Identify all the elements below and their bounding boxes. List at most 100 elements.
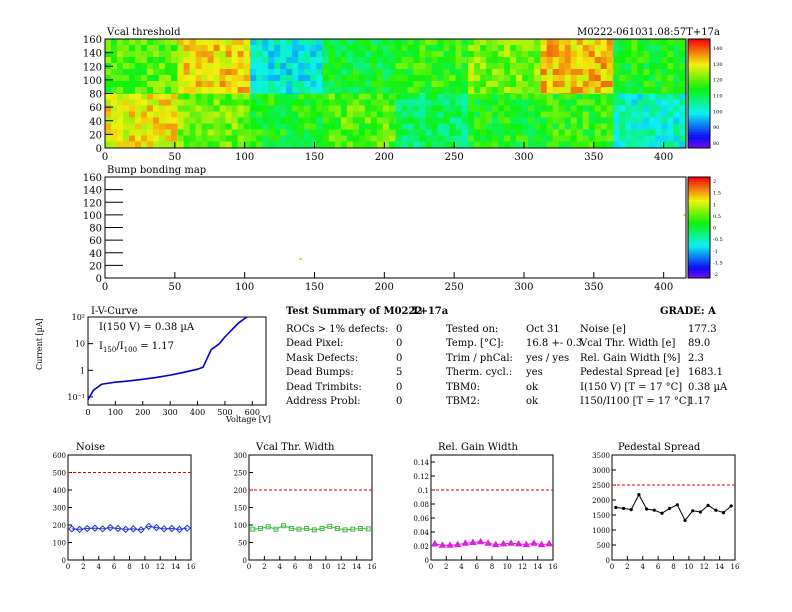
vcal-colorbar-label: 140 xyxy=(713,46,723,52)
grade-label: GRADE: A xyxy=(660,306,716,317)
vcal-colorbar-band xyxy=(688,79,710,83)
small-ytick-label: 200 xyxy=(53,522,66,530)
vcal-ytick-label: 60 xyxy=(89,103,102,114)
bump-colorbar-band xyxy=(688,245,710,249)
series-line xyxy=(252,525,369,531)
small-ytick-label: 0.12 xyxy=(413,473,429,481)
vcal-ytick-label: 120 xyxy=(83,62,102,73)
summary-right-value: 177.3 xyxy=(688,324,717,335)
vcal-ytick-label: 160 xyxy=(83,35,102,46)
vcal-colorbar-band xyxy=(688,101,710,105)
bump-colorbar-band xyxy=(688,275,710,279)
data-point xyxy=(514,539,523,547)
small-xtick-label: 14 xyxy=(171,563,180,571)
vcal-colorbar-band xyxy=(688,109,710,113)
vcal-colorbar-band xyxy=(688,142,710,146)
data-point xyxy=(258,526,264,531)
data-point xyxy=(106,523,114,532)
data-point xyxy=(281,523,287,529)
vcal-xtick-label: 150 xyxy=(305,152,324,163)
small-xtick-label: 12 xyxy=(156,563,165,571)
data-point xyxy=(75,525,84,534)
vcal-colorbar-band xyxy=(688,52,710,56)
bump-colorbar-band xyxy=(688,272,710,276)
data-point xyxy=(683,518,687,523)
data-point xyxy=(637,493,641,497)
summary-left-value: 0 xyxy=(396,396,403,407)
small-xtick-label: 8 xyxy=(490,563,494,571)
small-xtick-label: 2 xyxy=(81,563,85,571)
bump-colorbar-band xyxy=(688,235,710,238)
vcal-colorbar-band xyxy=(688,139,710,143)
dead-bump-marker xyxy=(683,213,686,216)
bump-colorbar-band xyxy=(688,224,710,228)
iv-xlabel: Voltage [V] xyxy=(226,415,271,424)
data-point xyxy=(91,524,99,532)
bump-colorbar-band xyxy=(688,217,710,221)
summary-right-label: I(150 V) [T = 17 °C] xyxy=(580,381,683,393)
small-xtick-label: 4 xyxy=(97,563,102,571)
series-line xyxy=(434,541,550,546)
bump-xtick-label: 200 xyxy=(375,282,394,293)
small-ytick-label: 100 xyxy=(234,522,247,530)
bump-colorbar-band xyxy=(688,177,710,180)
bump-colorbar-band xyxy=(688,199,710,203)
summary-left-label: Dead Bumps: xyxy=(286,367,354,379)
bump-ytick-label: 20 xyxy=(89,261,102,272)
small-xtick-label: 12 xyxy=(518,563,527,571)
data-point xyxy=(68,525,76,533)
vcal-colorbar-band xyxy=(688,58,710,62)
bump-colorbar-label: 2 xyxy=(713,179,716,185)
small-ytick-label: 50 xyxy=(238,540,247,548)
data-point xyxy=(183,524,191,532)
iv-xtick-label: 200 xyxy=(135,408,150,417)
small-xtick-label: 4 xyxy=(641,563,646,571)
vcal-colorbar-band xyxy=(688,60,710,64)
bump-colorbar-band xyxy=(688,202,710,206)
vcal-colorbar-band xyxy=(688,115,710,119)
small-ytick-label: 1500 xyxy=(592,512,610,520)
vcal-colorbar-band xyxy=(688,126,710,130)
small-ytick-label: 0.04 xyxy=(413,529,429,537)
small-ytick-label: 250 xyxy=(234,470,247,478)
summary-right-value: 1683.1 xyxy=(688,367,723,379)
small-xtick-label: 10 xyxy=(684,563,693,571)
data-point xyxy=(288,526,294,531)
data-point xyxy=(137,526,145,534)
data-point xyxy=(484,539,493,546)
bump-colorbar-label: -2 xyxy=(713,272,718,278)
summary-right-value: 89.0 xyxy=(688,338,711,350)
summary-mid-label: Therm. cycl.: xyxy=(446,367,513,379)
iv-xtick-label: 600 xyxy=(245,408,260,417)
data-point xyxy=(698,510,703,514)
data-point xyxy=(273,526,279,532)
summary-mid-label: Temp. [°C]: xyxy=(446,338,504,350)
bump-colorbar-band xyxy=(688,209,710,213)
small-chart-frame xyxy=(611,454,736,561)
summary-title: Test Summary of M0222 xyxy=(286,306,423,317)
summary-right-value: 2.3 xyxy=(688,352,704,364)
vcal-ytick-label: 140 xyxy=(83,49,102,60)
bump-colorbar-band xyxy=(688,204,710,208)
small-xtick-label: 6 xyxy=(656,563,661,571)
vcal-colorbar-label: 90 xyxy=(713,125,719,131)
iv-annotation-current: I(150 V) = 0.38 µA xyxy=(99,322,195,333)
data-point xyxy=(621,506,626,510)
data-point xyxy=(160,525,168,533)
small-ytick-label: 100 xyxy=(53,540,66,548)
data-point xyxy=(652,508,656,512)
vcal-colorbar-band xyxy=(688,68,710,73)
bump-colorbar-band xyxy=(688,252,710,256)
summary-left-value: 5 xyxy=(396,367,403,379)
data-point xyxy=(357,526,363,531)
summary-mid-label: Trim / phCal: xyxy=(446,352,513,364)
summary-mid-value: ok xyxy=(526,396,539,407)
bump-colorbar-band xyxy=(688,237,710,241)
small-xtick-label: 4 xyxy=(278,563,283,571)
bump-map-title: Bump bonding map xyxy=(107,165,207,176)
summary-left-value: 0 xyxy=(396,338,403,350)
bump-colorbar-label: 0.5 xyxy=(713,214,721,220)
iv-ylabel: Current [µA] xyxy=(35,318,44,370)
bump-colorbar-label: -0.5 xyxy=(713,237,723,243)
